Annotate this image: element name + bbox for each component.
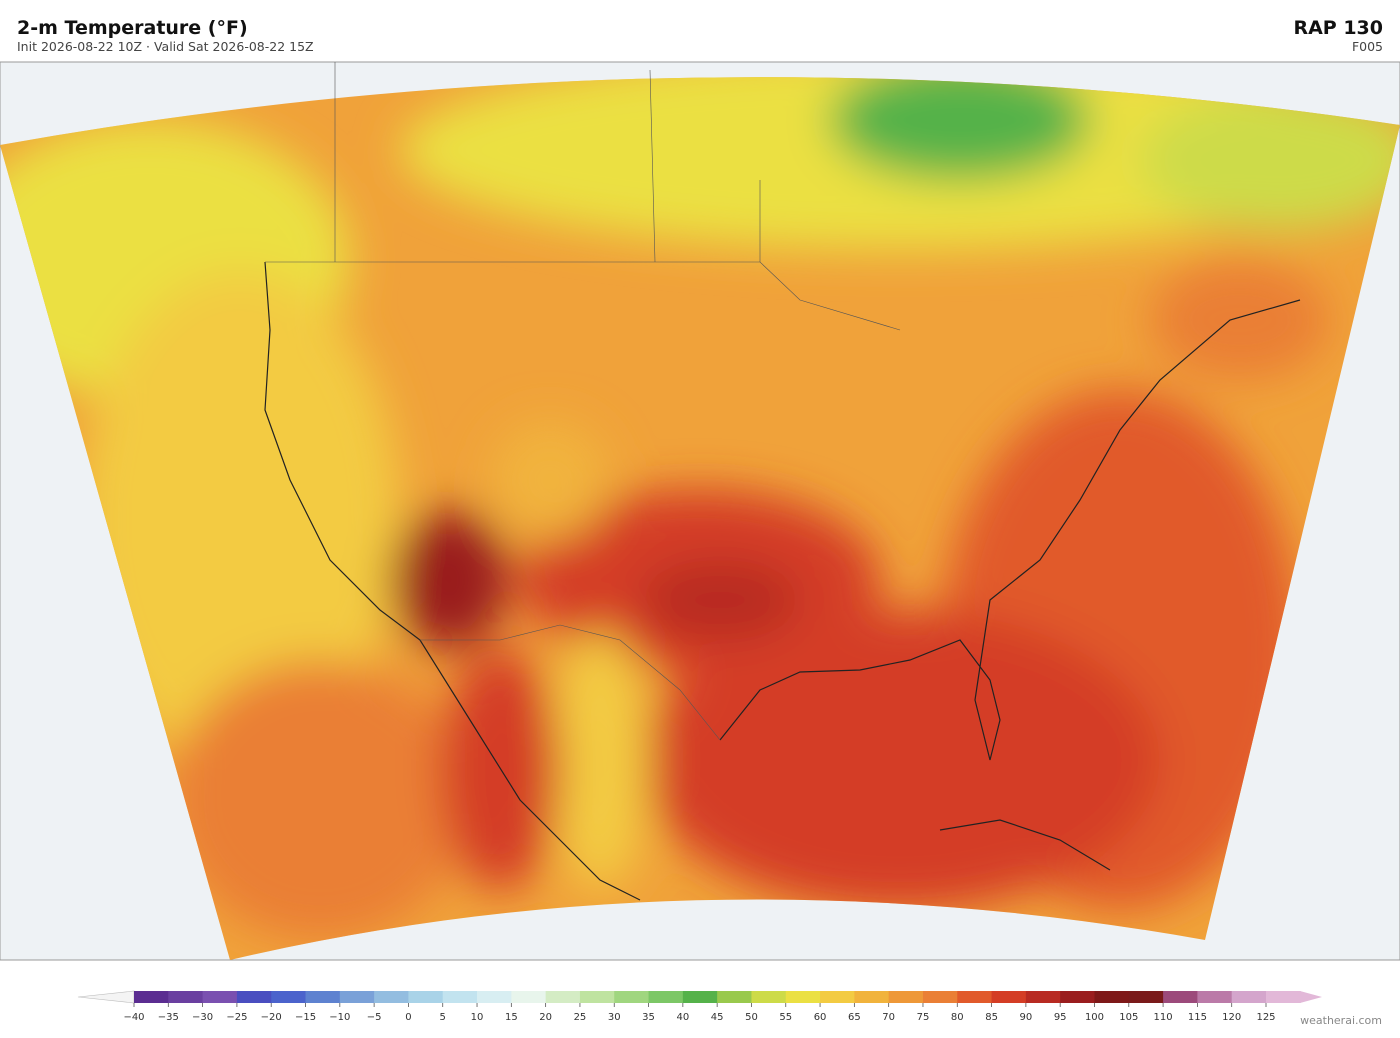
colorbar-label: 100 bbox=[1085, 1012, 1104, 1023]
colorbar-segment bbox=[442, 991, 478, 1003]
colorbar-label: 125 bbox=[1256, 1012, 1275, 1023]
colorbar-segment bbox=[271, 991, 307, 1003]
colorbar-label: 35 bbox=[642, 1012, 655, 1023]
colorbar-label: 95 bbox=[1054, 1012, 1067, 1023]
colorbar-segment bbox=[1025, 991, 1061, 1003]
colorbar-high-extension bbox=[1300, 991, 1322, 1003]
colorbar-segment bbox=[1197, 991, 1233, 1003]
coastlines bbox=[264, 261, 1301, 901]
colorbar-segment bbox=[1094, 991, 1130, 1003]
colorbar-segment bbox=[785, 991, 821, 1003]
colorbar-segment bbox=[202, 991, 238, 1003]
colorbar-segment bbox=[888, 991, 924, 1003]
colorbar-label: 50 bbox=[745, 1012, 758, 1023]
colorbar-low-extension bbox=[77, 990, 135, 1004]
colorbar-segment bbox=[614, 991, 650, 1003]
colorbar-label: 115 bbox=[1188, 1012, 1207, 1023]
colorbar-segment bbox=[991, 991, 1027, 1003]
colorbar-label: 20 bbox=[539, 1012, 552, 1023]
colorbar-segment bbox=[1266, 991, 1301, 1003]
borders bbox=[265, 62, 901, 741]
colorbar-segment bbox=[854, 991, 890, 1003]
colorbar-label: 80 bbox=[951, 1012, 964, 1023]
colorbar-label: 45 bbox=[711, 1012, 724, 1023]
colorbar-segment bbox=[922, 991, 958, 1003]
colorbar-segment bbox=[374, 991, 409, 1003]
colorbar-segment bbox=[477, 991, 512, 1003]
colorbar-label: 55 bbox=[779, 1012, 792, 1023]
subtitle: Init 2026-08-22 10Z · Valid Sat 2026-08-… bbox=[17, 39, 314, 54]
colorbar-label: −15 bbox=[295, 1012, 316, 1023]
colorbar-label: 60 bbox=[814, 1012, 827, 1023]
colorbar-label: −5 bbox=[367, 1012, 382, 1023]
credit: weatherai.com bbox=[1300, 1014, 1382, 1027]
colorbar-segment bbox=[751, 991, 787, 1003]
colorbar-segment bbox=[1060, 991, 1095, 1003]
colorbar-label: 30 bbox=[608, 1012, 621, 1023]
colorbar-segment bbox=[511, 991, 547, 1003]
colorbar-label: 15 bbox=[505, 1012, 518, 1023]
colorbar-segment bbox=[579, 991, 615, 1003]
colorbar-label: 5 bbox=[440, 1012, 446, 1023]
colorbar-label: 120 bbox=[1222, 1012, 1241, 1023]
colorbar-label: −30 bbox=[192, 1012, 213, 1023]
colorbar-label: 65 bbox=[848, 1012, 861, 1023]
colorbar-segment bbox=[134, 991, 169, 1003]
title: 2-m Temperature (°F) bbox=[17, 17, 248, 39]
colorbar-label: 0 bbox=[405, 1012, 411, 1023]
colorbar-label: 110 bbox=[1154, 1012, 1173, 1023]
colorbar-label: 75 bbox=[917, 1012, 930, 1023]
colorbar-label: 25 bbox=[574, 1012, 587, 1023]
colorbar-label: 85 bbox=[985, 1012, 998, 1023]
colorbar: −40 −35 −30 −25 −20 −15 −10 −5 0 5 10 15 20 25 30 35 40 4… bbox=[77, 990, 1322, 1023]
colorbar-label: 105 bbox=[1119, 1012, 1138, 1023]
colorbar-segment bbox=[682, 991, 718, 1003]
colorbar-segment bbox=[339, 991, 375, 1003]
colorbar-segment bbox=[408, 991, 444, 1003]
colorbar-segment bbox=[717, 991, 752, 1003]
colorbar-segment bbox=[1231, 991, 1267, 1003]
colorbar-segment bbox=[957, 991, 993, 1003]
colorbar-label: 90 bbox=[1020, 1012, 1033, 1023]
colorbar-segment bbox=[820, 991, 855, 1003]
colorbar-segment bbox=[1128, 991, 1164, 1003]
colorbar-label: −35 bbox=[158, 1012, 179, 1023]
colorbar-segment bbox=[545, 991, 581, 1003]
colorbar-segment bbox=[1163, 991, 1198, 1003]
colorbar-label: −20 bbox=[261, 1012, 282, 1023]
colorbar-label: −10 bbox=[329, 1012, 350, 1023]
colorbar-segment bbox=[236, 991, 272, 1003]
temperature-field bbox=[0, 77, 1400, 961]
model: RAP 130 bbox=[1293, 17, 1383, 39]
colorbar-label: 40 bbox=[676, 1012, 689, 1023]
colorbar-label: −40 bbox=[123, 1012, 144, 1023]
forecast-hour: F005 bbox=[1352, 39, 1383, 54]
colorbar-label: 10 bbox=[471, 1012, 484, 1023]
colorbar-segment bbox=[168, 991, 204, 1003]
colorbar-segment bbox=[305, 991, 341, 1003]
colorbar-segment bbox=[648, 991, 684, 1003]
map bbox=[0, 61, 1400, 961]
colorbar-label: −25 bbox=[226, 1012, 247, 1023]
colorbar-label: 70 bbox=[882, 1012, 895, 1023]
